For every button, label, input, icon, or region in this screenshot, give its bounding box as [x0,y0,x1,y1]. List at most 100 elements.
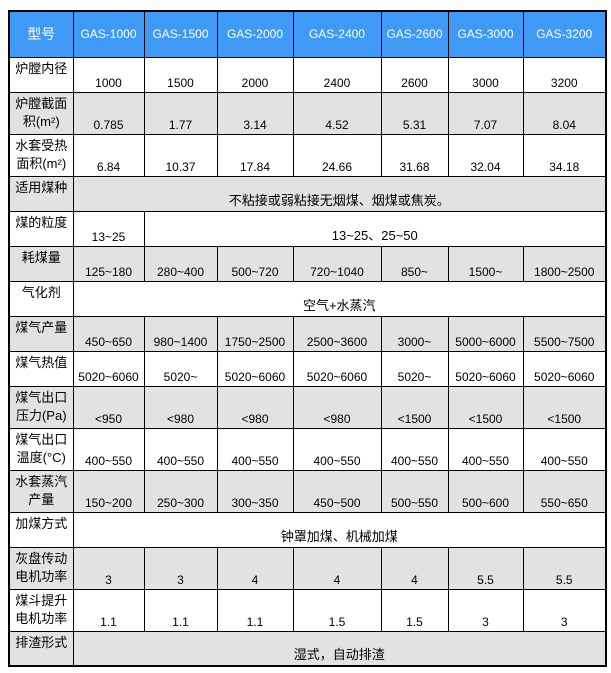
value-cell: 500~550 [380,469,449,513]
value-cell: 3 [72,546,145,590]
table-row-coal-hopper-motor-power: 煤斗提升电机功率 1.1 1.1 1.1 1.5 1.5 3 3 [8,588,607,632]
merged-value-cell: 空气+水蒸汽 [72,280,607,317]
value-cell: 3.14 [216,91,294,135]
value-cell: 1.1 [216,588,294,632]
table-row-coal-size: 煤的粒度 13~25 13~25、25~50 [8,210,607,247]
row-label: 水套蒸汽产量 [8,469,74,513]
value-cell: 400~550 [380,427,449,471]
value-cell: 3000 [447,56,524,93]
value-cell: 3 [447,588,524,632]
value-cell: 13~25 [72,210,145,247]
row-label: 炉膛内径 [8,56,74,93]
table-row-suitable-coal: 适用煤种 不粘接或弱粘接无烟煤、烟煤或焦炭。 [8,175,607,212]
value-cell: 300~350 [216,469,294,513]
value-cell: 720~1040 [292,245,382,282]
value-cell: 2600 [380,56,449,93]
value-cell: 2000 [216,56,294,93]
value-cell: 450~500 [292,469,382,513]
value-cell: 4.52 [292,91,382,135]
value-cell: 5.31 [380,91,449,135]
row-label: 煤气出口压力(Pa) [8,385,74,429]
header-model-gas-1000: GAS-1000 [72,10,145,58]
value-cell: 3 [522,588,607,632]
row-label: 煤的粒度 [8,210,74,247]
value-cell: 400~550 [143,427,218,471]
value-cell: 8.04 [522,91,607,135]
value-cell: 5020~6060 [447,350,524,387]
value-cell: 2500~3600 [292,315,382,352]
value-cell: 400~550 [216,427,294,471]
spec-table: 型号 GAS-1000 GAS-1500 GAS-2000 GAS-2400 G… [8,10,607,667]
value-cell: 34.18 [522,133,607,177]
value-cell: 3200 [522,56,607,93]
header-row: 型号 GAS-1000 GAS-1500 GAS-2000 GAS-2400 G… [8,10,607,58]
value-cell: 1.1 [72,588,145,632]
row-label: 加煤方式 [8,511,74,548]
row-label: 炉膛截面积(m²) [8,91,74,135]
value-cell: 5020~6060 [292,350,382,387]
value-cell: 400~550 [447,427,524,471]
value-cell: <980 [216,385,294,429]
value-cell: <980 [292,385,382,429]
value-cell: 1.5 [292,588,382,632]
row-label: 耗煤量 [8,245,74,282]
merged-value-cell: 湿式，自动排渣 [72,630,607,667]
value-cell: 5020~6060 [522,350,607,387]
value-cell: 500~720 [216,245,294,282]
value-cell: <950 [72,385,145,429]
row-label: 灰盘传动电机功率 [8,546,74,590]
value-cell: 1.5 [380,588,449,632]
value-cell: 5.5 [447,546,524,590]
value-cell: 1.77 [143,91,218,135]
value-cell: <1500 [522,385,607,429]
value-cell: 7.07 [447,91,524,135]
header-model-gas-1500: GAS-1500 [143,10,218,58]
row-label: 气化剂 [8,280,74,317]
value-cell: 5500~7500 [522,315,607,352]
value-cell: 400~550 [292,427,382,471]
value-cell: 3 [143,546,218,590]
value-cell: 5000~6000 [447,315,524,352]
row-label: 适用煤种 [8,175,74,212]
table-row-gas-outlet-temperature: 煤气出口温度(°C) 400~550 400~550 400~550 400~5… [8,427,607,471]
row-label: 煤气产量 [8,315,74,352]
value-cell: 5020~ [380,350,449,387]
table-row-jacket-steam-output: 水套蒸汽产量 150~200 250~300 300~350 450~500 5… [8,469,607,513]
value-cell: 5020~ [143,350,218,387]
row-label: 排渣形式 [8,630,74,667]
table-row-coal-feeding-method: 加煤方式 钟罩加煤、机械加煤 [8,511,607,548]
merged-value-cell: 不粘接或弱粘接无烟煤、烟煤或焦炭。 [72,175,607,212]
value-cell: 2400 [292,56,382,93]
value-cell: 1.1 [143,588,218,632]
table-row-gas-outlet-pressure: 煤气出口压力(Pa) <950 <980 <980 <980 <1500 <15… [8,385,607,429]
value-cell: 5020~6060 [72,350,145,387]
value-cell: <1500 [380,385,449,429]
value-cell: 6.84 [72,133,145,177]
header-model-gas-3000: GAS-3000 [447,10,524,58]
value-cell: 17.84 [216,133,294,177]
row-label: 煤气出口温度(°C) [8,427,74,471]
value-cell: 1500 [143,56,218,93]
value-cell: 1000 [72,56,145,93]
value-cell: 500~600 [447,469,524,513]
value-cell: 24.66 [292,133,382,177]
value-cell: 4 [216,546,294,590]
value-cell: 125~180 [72,245,145,282]
value-cell: 31.68 [380,133,449,177]
value-cell: 5020~6060 [216,350,294,387]
table-row-furnace-cross-section: 炉膛截面积(m²) 0.785 1.77 3.14 4.52 5.31 7.07… [8,91,607,135]
value-cell: 3000~ [380,315,449,352]
value-cell: 550~650 [522,469,607,513]
value-cell: <980 [143,385,218,429]
table-row-water-jacket-area: 水套受热面积(m²) 6.84 10.37 17.84 24.66 31.68 … [8,133,607,177]
header-model-label: 型号 [8,10,74,58]
value-cell: 1500~ [447,245,524,282]
table-row-furnace-diameter: 炉膛内径 1000 1500 2000 2400 2600 3000 3200 [8,56,607,93]
value-cell: 10.37 [143,133,218,177]
value-cell: 0.785 [72,91,145,135]
table-row-gasification-agent: 气化剂 空气+水蒸汽 [8,280,607,317]
header-model-gas-2600: GAS-2600 [380,10,449,58]
value-cell: 5.5 [522,546,607,590]
value-cell: 400~550 [72,427,145,471]
